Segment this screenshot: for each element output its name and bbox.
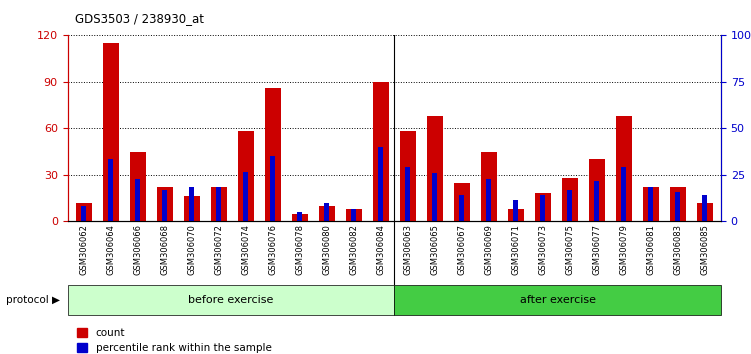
Text: GDS3503 / 238930_at: GDS3503 / 238930_at [75, 12, 204, 25]
Bar [130, 152, 146, 221]
Bar [514, 200, 518, 221]
Bar [68, 285, 394, 315]
Text: GSM306085: GSM306085 [700, 224, 709, 275]
Text: GSM306080: GSM306080 [322, 224, 331, 275]
Text: GSM306082: GSM306082 [349, 224, 358, 275]
Bar [702, 195, 707, 221]
Text: GSM306067: GSM306067 [457, 224, 466, 275]
Bar [616, 116, 632, 221]
Bar [216, 187, 222, 221]
Bar [670, 187, 686, 221]
Text: GSM306062: GSM306062 [80, 224, 89, 275]
Text: GSM306074: GSM306074 [241, 224, 250, 275]
Bar [589, 159, 605, 221]
Bar [427, 116, 443, 221]
Bar [487, 179, 491, 221]
Text: before exercise: before exercise [189, 295, 273, 305]
Bar [318, 206, 335, 221]
Bar [270, 156, 275, 221]
Text: GSM306073: GSM306073 [538, 224, 547, 275]
Text: GSM306078: GSM306078 [295, 224, 304, 275]
Text: GSM306079: GSM306079 [620, 224, 629, 275]
Bar [643, 187, 659, 221]
Bar [76, 202, 92, 221]
Text: GSM306084: GSM306084 [376, 224, 385, 275]
Text: GSM306072: GSM306072 [214, 224, 223, 275]
Text: GSM306070: GSM306070 [187, 224, 196, 275]
Bar [372, 82, 389, 221]
Bar [211, 187, 227, 221]
Bar [433, 173, 437, 221]
Text: GSM306063: GSM306063 [403, 224, 412, 275]
Bar [351, 209, 356, 221]
Bar [237, 131, 254, 221]
Bar [508, 209, 524, 221]
Bar [297, 212, 302, 221]
Bar [108, 159, 113, 221]
Bar [594, 181, 599, 221]
Bar [184, 196, 200, 221]
Bar [406, 167, 410, 221]
Text: GSM306081: GSM306081 [647, 224, 656, 275]
Bar [324, 202, 329, 221]
Bar [243, 172, 249, 221]
Text: GSM306069: GSM306069 [484, 224, 493, 275]
Bar [540, 195, 545, 221]
Bar [481, 152, 497, 221]
Bar [460, 195, 464, 221]
Bar [394, 285, 721, 315]
Bar [135, 179, 140, 221]
Bar [400, 131, 416, 221]
Bar [567, 190, 572, 221]
Bar [535, 193, 551, 221]
Bar [675, 192, 680, 221]
Bar [562, 178, 578, 221]
Text: protocol ▶: protocol ▶ [6, 295, 60, 305]
Bar [697, 202, 713, 221]
Bar [345, 209, 362, 221]
Text: GSM306076: GSM306076 [268, 224, 277, 275]
Bar [454, 183, 470, 221]
Text: GSM306077: GSM306077 [593, 224, 602, 275]
Bar [81, 206, 86, 221]
Text: GSM306083: GSM306083 [673, 224, 682, 275]
Text: GSM306066: GSM306066 [133, 224, 142, 275]
Bar [648, 187, 653, 221]
Text: GSM306075: GSM306075 [566, 224, 575, 275]
Text: GSM306068: GSM306068 [160, 224, 169, 275]
Text: GSM306064: GSM306064 [107, 224, 116, 275]
Bar [291, 213, 308, 221]
Bar [162, 190, 167, 221]
Text: GSM306065: GSM306065 [430, 224, 439, 275]
Bar [103, 43, 119, 221]
Bar [621, 167, 626, 221]
Bar [264, 88, 281, 221]
Legend: count, percentile rank within the sample: count, percentile rank within the sample [73, 324, 276, 354]
Bar [189, 187, 195, 221]
Bar [379, 147, 383, 221]
Text: GSM306071: GSM306071 [511, 224, 520, 275]
Bar [157, 187, 173, 221]
Text: after exercise: after exercise [520, 295, 596, 305]
